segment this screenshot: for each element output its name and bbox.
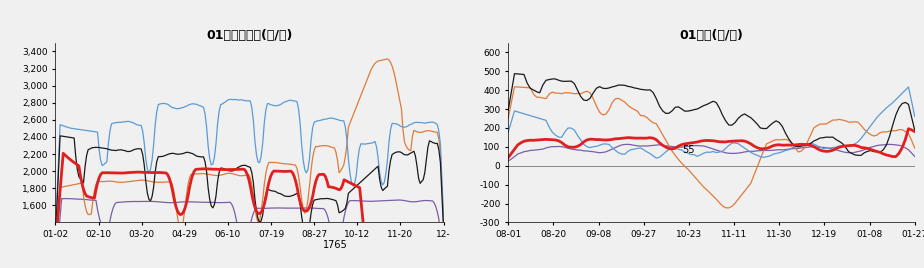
Text: 1765: 1765 xyxy=(323,240,348,250)
Title: 01合约收盘价(元/吨): 01合约收盘价(元/吨) xyxy=(206,29,293,42)
Text: 55: 55 xyxy=(683,146,695,155)
Title: 01基差(元/吨): 01基差(元/吨) xyxy=(679,29,744,42)
